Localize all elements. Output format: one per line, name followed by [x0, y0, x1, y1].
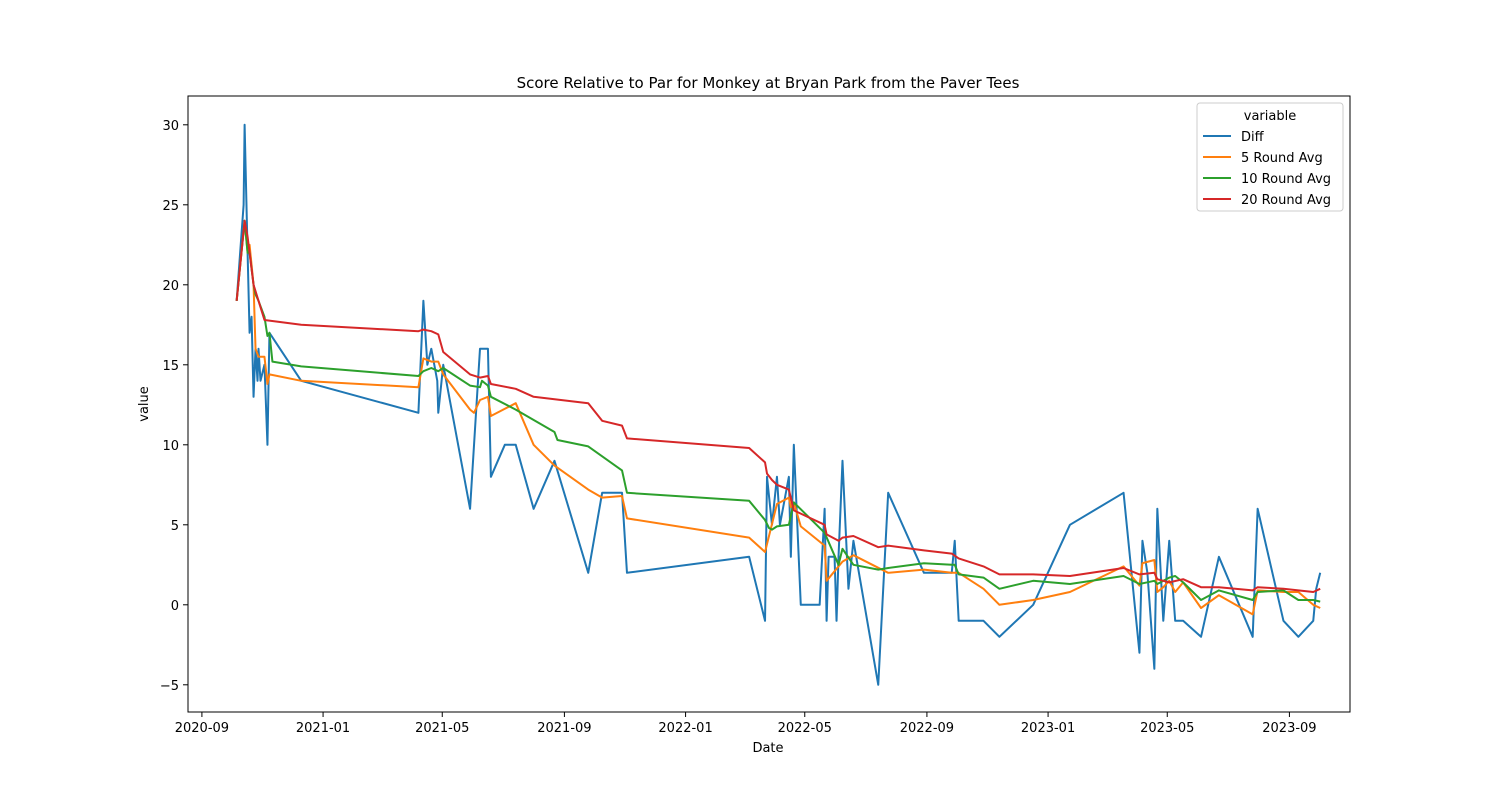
legend-label-0: Diff [1241, 130, 1265, 145]
legend-label-2: 10 Round Avg [1241, 172, 1331, 187]
x-tick-label: 2023-01 [1021, 721, 1075, 736]
x-tick-label: 2022-09 [900, 721, 954, 736]
x-axis: 2020-09 2021-01 2021-05 2021-09 2022-01 2022-… [175, 712, 1317, 736]
legend-label-1: 5 Round Avg [1241, 151, 1323, 166]
y-tick-label: 30 [162, 119, 179, 134]
y-tick-label: −5 [160, 679, 179, 694]
x-axis-title: Date [752, 741, 783, 756]
series-lines [235, 123, 1322, 686]
legend-box [1196, 102, 1344, 212]
legend-title: variable [1244, 109, 1296, 124]
series-line-3 [235, 219, 1321, 593]
x-tick-label: 2021-01 [296, 721, 350, 736]
chart-title: Score Relative to Par for Monkey at Brya… [517, 74, 1020, 92]
x-tick-label: 2021-05 [415, 721, 469, 736]
y-tick-label: 5 [171, 519, 179, 534]
x-tick-label: 2020-09 [175, 721, 229, 736]
x-tick-label: 2023-05 [1140, 721, 1194, 736]
y-tick-label: 15 [162, 359, 179, 374]
y-tick-label: 25 [162, 199, 179, 214]
y-tick-label: 0 [171, 599, 179, 614]
series-line-1 [235, 219, 1321, 616]
y-tick-label: 10 [162, 439, 179, 454]
x-tick-label: 2022-01 [658, 721, 712, 736]
x-tick-label: 2021-09 [537, 721, 591, 736]
y-axis: −5 0 5 10 15 20 25 30 [160, 119, 188, 694]
plot-frame [187, 95, 1351, 713]
x-tick-label: 2022-05 [778, 721, 832, 736]
y-axis-title: value [137, 386, 152, 422]
legend: variable Diff 5 Round Avg 10 Round Avg 20 Ro… [1196, 102, 1344, 212]
legend-label-3: 20 Round Avg [1241, 193, 1331, 208]
y-tick-label: 20 [162, 279, 179, 294]
x-tick-label: 2023-09 [1262, 721, 1316, 736]
